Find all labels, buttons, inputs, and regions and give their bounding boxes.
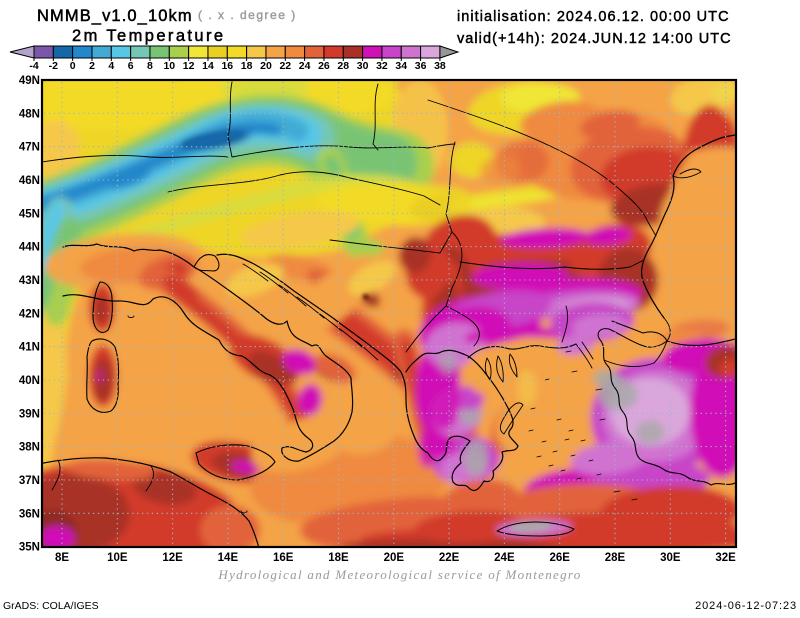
svg-text:8E: 8E (55, 552, 69, 564)
svg-text:40N: 40N (19, 375, 40, 387)
svg-text:35N: 35N (19, 542, 40, 554)
svg-text:14E: 14E (218, 552, 239, 564)
svg-text:26E: 26E (549, 552, 570, 564)
svg-text:43N: 43N (19, 275, 40, 287)
svg-text:38: 38 (434, 60, 446, 72)
svg-text:Hydrological and Meteorologica: Hydrological and Meteorological service … (217, 567, 581, 582)
svg-text:10: 10 (163, 60, 175, 72)
svg-text:45N: 45N (19, 208, 40, 220)
svg-text:30E: 30E (660, 552, 681, 564)
svg-text:8: 8 (147, 60, 153, 72)
svg-text:36: 36 (415, 60, 427, 72)
svg-text:37N: 37N (19, 475, 40, 487)
svg-text:2: 2 (89, 60, 95, 72)
svg-text:16E: 16E (273, 552, 294, 564)
svg-text:( . x . degree ): ( . x . degree ) (198, 8, 297, 22)
svg-text:24: 24 (299, 60, 311, 72)
svg-text:34: 34 (395, 60, 407, 72)
svg-text:36N: 36N (19, 508, 40, 520)
svg-text:32: 32 (376, 60, 388, 72)
svg-text:initialisation: 2024.06.12. 00: initialisation: 2024.06.12. 00:00 UTC (457, 9, 730, 25)
svg-text:GrADS: COLA/IGES: GrADS: COLA/IGES (3, 600, 99, 612)
svg-text:6: 6 (128, 60, 134, 72)
svg-text:10E: 10E (107, 552, 128, 564)
svg-text:48N: 48N (19, 108, 40, 120)
svg-text:41N: 41N (19, 342, 40, 354)
svg-text:0: 0 (70, 60, 76, 72)
svg-text:47N: 47N (19, 142, 40, 154)
svg-text:42N: 42N (19, 308, 40, 320)
svg-text:valid(+14h): 2024.JUN.12 14:00: valid(+14h): 2024.JUN.12 14:00 UTC (457, 31, 732, 47)
svg-text:18: 18 (241, 60, 253, 72)
svg-text:46N: 46N (19, 175, 40, 187)
svg-text:26: 26 (318, 60, 330, 72)
svg-text:30: 30 (357, 60, 369, 72)
svg-text:32E: 32E (715, 552, 736, 564)
svg-text:28: 28 (337, 60, 349, 72)
svg-text:22E: 22E (439, 552, 460, 564)
svg-text:28E: 28E (605, 552, 626, 564)
svg-text:NMMB_v1.0_10km: NMMB_v1.0_10km (37, 7, 193, 25)
svg-text:4: 4 (108, 60, 114, 72)
svg-text:16: 16 (221, 60, 233, 72)
svg-text:49N: 49N (19, 75, 40, 87)
svg-text:-4: -4 (29, 60, 38, 72)
svg-text:24E: 24E (494, 552, 515, 564)
svg-text:2m Temperature: 2m Temperature (72, 27, 225, 45)
svg-text:2024-06-12-07:23: 2024-06-12-07:23 (695, 600, 797, 612)
svg-text:12E: 12E (162, 552, 183, 564)
svg-text:44N: 44N (19, 242, 40, 254)
svg-text:12: 12 (183, 60, 195, 72)
svg-text:38N: 38N (19, 442, 40, 454)
svg-text:20: 20 (260, 60, 272, 72)
svg-text:14: 14 (202, 60, 214, 72)
svg-text:22: 22 (279, 60, 291, 72)
svg-text:39N: 39N (19, 408, 40, 420)
svg-text:-2: -2 (49, 60, 58, 72)
svg-text:20E: 20E (384, 552, 405, 564)
svg-text:18E: 18E (328, 552, 349, 564)
